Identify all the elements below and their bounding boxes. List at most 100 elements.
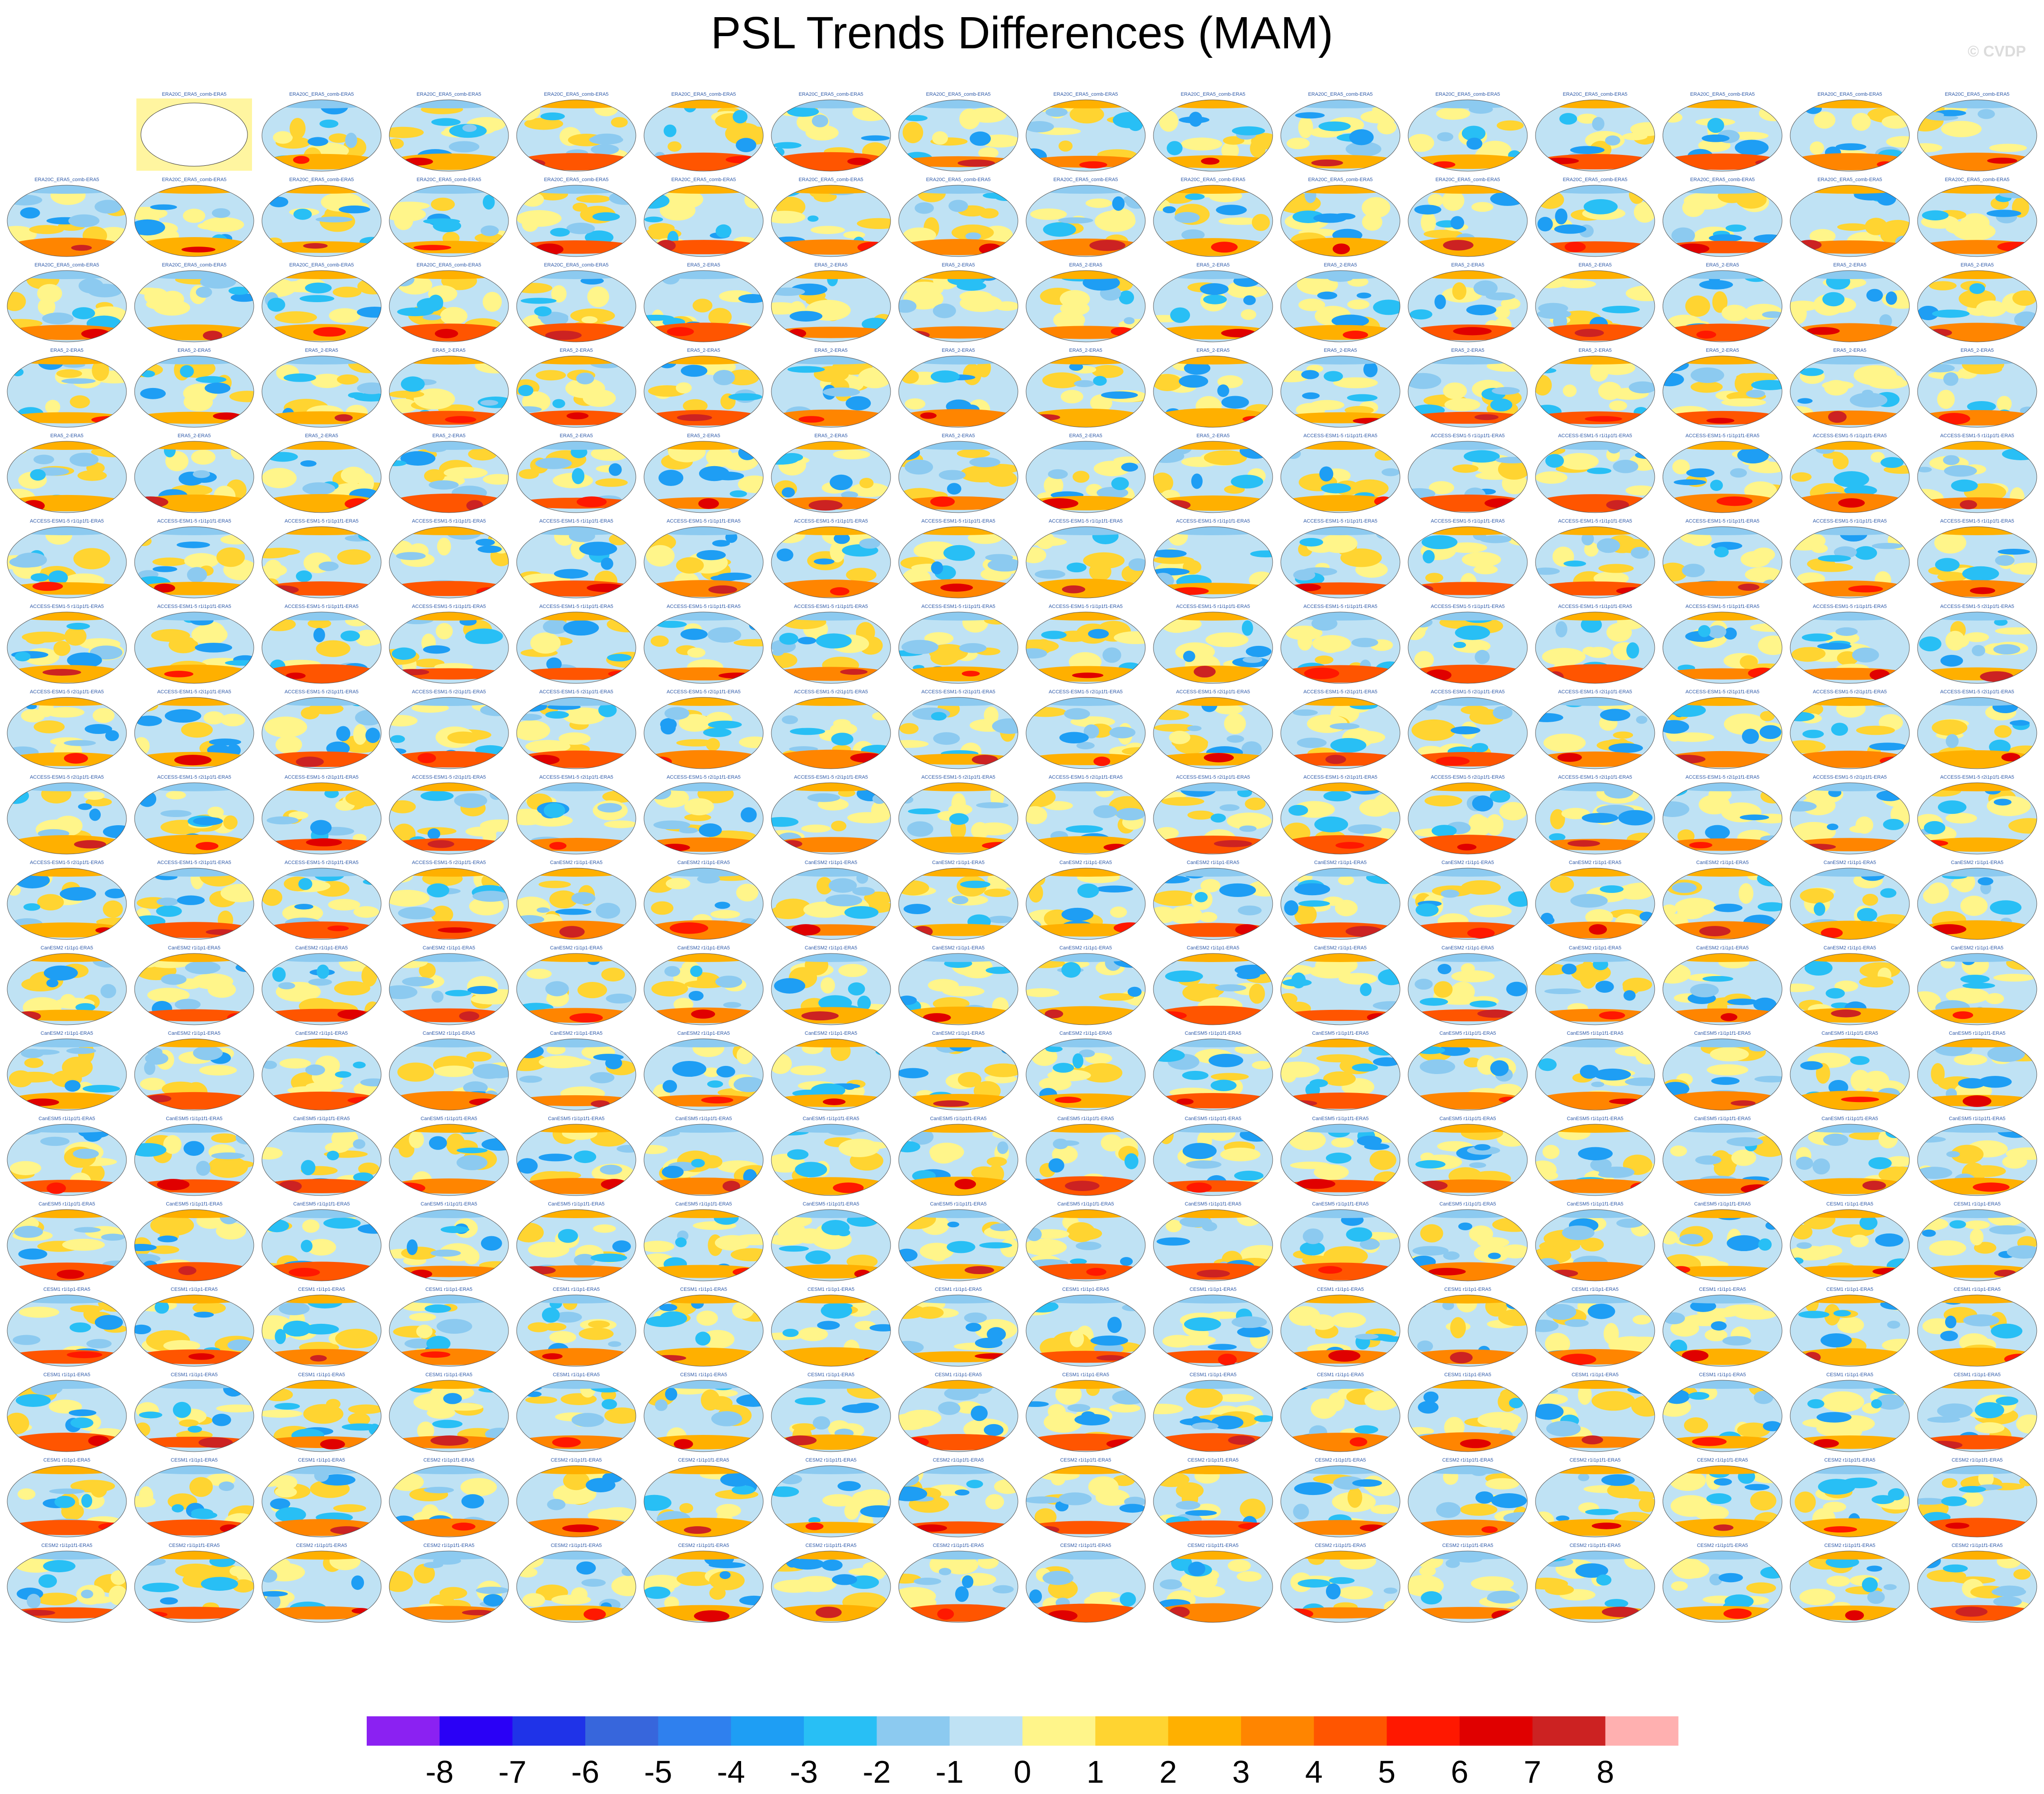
- map-panel: CanESM5 r1i1p1f1-ERA5: [1790, 1031, 1910, 1111]
- colorbar-tick-label: -6: [571, 1754, 599, 1789]
- map-panel: ACCESS-ESM1-5 r1i1p1f1-ERA5: [1408, 519, 1528, 598]
- panel-label: CESM2 r1i1p1f1-ERA5: [41, 1543, 92, 1548]
- globe-outline: [261, 441, 382, 513]
- globe-outline: [134, 782, 254, 855]
- globe-outline: [261, 1124, 382, 1196]
- panel-label: CESM2 r1i1p1f1-ERA5: [1697, 1543, 1748, 1548]
- panel-label: ERA5_2-ERA5: [1069, 433, 1102, 439]
- globe-outline: [1026, 868, 1146, 940]
- colorbar-tick-label: -8: [425, 1754, 453, 1789]
- panel-label: CanESM2 r1i1p1-ERA5: [1696, 860, 1749, 865]
- map-panel: CESM2 r1i1p1f1-ERA5: [1408, 1458, 1528, 1537]
- panel-label: CESM1 r1i1p1-ERA5: [935, 1372, 982, 1378]
- globe-outline: [771, 782, 891, 855]
- map-panel: ACCESS-ESM1-5 r1i1p1f1-ERA5: [898, 604, 1018, 684]
- panel-label: CESM2 r1i1p1f1-ERA5: [1442, 1543, 1493, 1548]
- map-panel: CanESM5 r1i1p1f1-ERA5: [1408, 1116, 1528, 1196]
- map-panel: CanESM2 r1i1p1-ERA5: [1280, 945, 1400, 1025]
- globe-outline: [1408, 612, 1528, 684]
- map-panel: ERA20C_ERA5_comb-ERA5: [1408, 177, 1528, 257]
- globe-outline: [516, 1209, 636, 1281]
- panel-label: CESM1 r1i1p1-ERA5: [43, 1458, 90, 1463]
- map-panel: CanESM5 r1i1p1f1-ERA5: [1535, 1031, 1655, 1111]
- panel-label: ERA5_2-ERA5: [1324, 262, 1357, 268]
- globe-outline: [134, 953, 254, 1025]
- panel-label: ERA20C_ERA5_comb-ERA5: [544, 177, 608, 182]
- globe-outline: [1280, 1124, 1400, 1196]
- globe-outline: [1153, 1038, 1273, 1111]
- globe-outline: [1280, 185, 1400, 257]
- panel-label: ACCESS-ESM1-5 r2i1p1f1-ERA5: [1813, 775, 1887, 780]
- map-panel: CESM1 r1i1p1-ERA5: [134, 1372, 254, 1452]
- map-panel: CESM2 r1i1p1f1-ERA5: [1790, 1543, 1910, 1623]
- panel-label: CESM1 r1i1p1-ERA5: [1317, 1287, 1364, 1292]
- map-panel: CESM2 r1i1p1f1-ERA5: [7, 1543, 127, 1623]
- panel-label: ERA5_2-ERA5: [1196, 433, 1229, 439]
- globe-outline: [389, 1551, 509, 1623]
- map-panel: ERA5_2-ERA5: [1153, 262, 1273, 342]
- globe-outline: [1535, 526, 1655, 598]
- globe-outline: [261, 1551, 382, 1623]
- map-panel: ERA5_2-ERA5: [1790, 262, 1910, 342]
- globe-outline: [644, 1209, 764, 1281]
- map-panel: ACCESS-ESM1-5 r2i1p1f1-ERA5: [644, 689, 764, 769]
- globe-outline: [1026, 441, 1146, 513]
- globe-outline: [1662, 526, 1783, 598]
- globe-outline: [134, 270, 254, 342]
- map-panel: CESM1 r1i1p1-ERA5: [1026, 1287, 1146, 1367]
- globe-outline: [1662, 1038, 1783, 1111]
- panel-label: ACCESS-ESM1-5 r1i1p1f1-ERA5: [30, 604, 104, 609]
- panel-label: CanESM5 r1i1p1f1-ERA5: [420, 1201, 477, 1207]
- globe-outline: [7, 270, 127, 342]
- panel-label: CESM1 r1i1p1-ERA5: [298, 1287, 345, 1292]
- panel-label: ACCESS-ESM1-5 r2i1p1f1-ERA5: [1940, 604, 2014, 609]
- globe-outline: [1408, 953, 1528, 1025]
- globe-outline: [1535, 953, 1655, 1025]
- panel-label: ERA20C_ERA5_comb-ERA5: [1053, 92, 1118, 97]
- globe-outline: [261, 99, 382, 172]
- panel-label: CanESM2 r1i1p1-ERA5: [295, 1031, 348, 1036]
- globe-outline: [644, 1551, 764, 1623]
- map-panel: CESM2 r1i1p1f1-ERA5: [644, 1458, 764, 1537]
- globe-outline: [261, 953, 382, 1025]
- panel-label: ACCESS-ESM1-5 r2i1p1f1-ERA5: [157, 689, 231, 695]
- globe-outline: [771, 612, 891, 684]
- globe-outline: [516, 1124, 636, 1196]
- map-panel: CanESM5 r1i1p1f1-ERA5: [516, 1201, 636, 1281]
- panel-label: ERA20C_ERA5_comb-ERA5: [1945, 92, 2009, 97]
- panel-label: ERA20C_ERA5_comb-ERA5: [1308, 177, 1372, 182]
- globe-outline: [134, 868, 254, 940]
- map-panel: CESM1 r1i1p1-ERA5: [261, 1372, 382, 1452]
- panel-label: ERA20C_ERA5_comb-ERA5: [798, 177, 863, 182]
- globe-outline: [389, 612, 509, 684]
- map-panel: CanESM2 r1i1p1-ERA5: [771, 945, 891, 1025]
- panel-label: CESM1 r1i1p1-ERA5: [1572, 1287, 1619, 1292]
- globe-outline: [898, 612, 1018, 684]
- map-panel: CanESM5 r1i1p1f1-ERA5: [261, 1201, 382, 1281]
- globe-outline: [261, 868, 382, 940]
- globe-outline: [516, 1380, 636, 1452]
- panel-label: CESM2 r1i1p1f1-ERA5: [678, 1543, 729, 1548]
- globe-outline: [1790, 1465, 1910, 1537]
- globe-outline: [7, 1124, 127, 1196]
- globe-outline: [898, 526, 1018, 598]
- globe-outline: [389, 99, 509, 172]
- map-panel: CanESM2 r1i1p1-ERA5: [1280, 860, 1400, 940]
- globe-outline: [1408, 1551, 1528, 1623]
- map-panel: CanESM5 r1i1p1f1-ERA5: [644, 1201, 764, 1281]
- globe-outline: [1280, 612, 1400, 684]
- map-panel: CESM2 r1i1p1f1-ERA5: [1026, 1458, 1146, 1537]
- globe-outline: [1535, 782, 1655, 855]
- map-panel: CESM2 r1i1p1f1-ERA5: [1535, 1458, 1655, 1537]
- panel-label: ERA5_2-ERA5: [942, 348, 975, 353]
- globe-outline: [389, 953, 509, 1025]
- globe-outline: [898, 1551, 1018, 1623]
- globe-outline: [1280, 1380, 1400, 1452]
- map-panel: ERA20C_ERA5_comb-ERA5: [261, 92, 382, 172]
- globe-outline: [1280, 868, 1400, 940]
- map-panel: CanESM2 r1i1p1-ERA5: [7, 945, 127, 1025]
- panel-label: ERA20C_ERA5_comb-ERA5: [1563, 92, 1627, 97]
- panel-label: CESM1 r1i1p1-ERA5: [43, 1372, 90, 1378]
- map-panel: CanESM5 r1i1p1f1-ERA5: [1280, 1201, 1400, 1281]
- panel-label: CanESM2 r1i1p1-ERA5: [1187, 945, 1239, 951]
